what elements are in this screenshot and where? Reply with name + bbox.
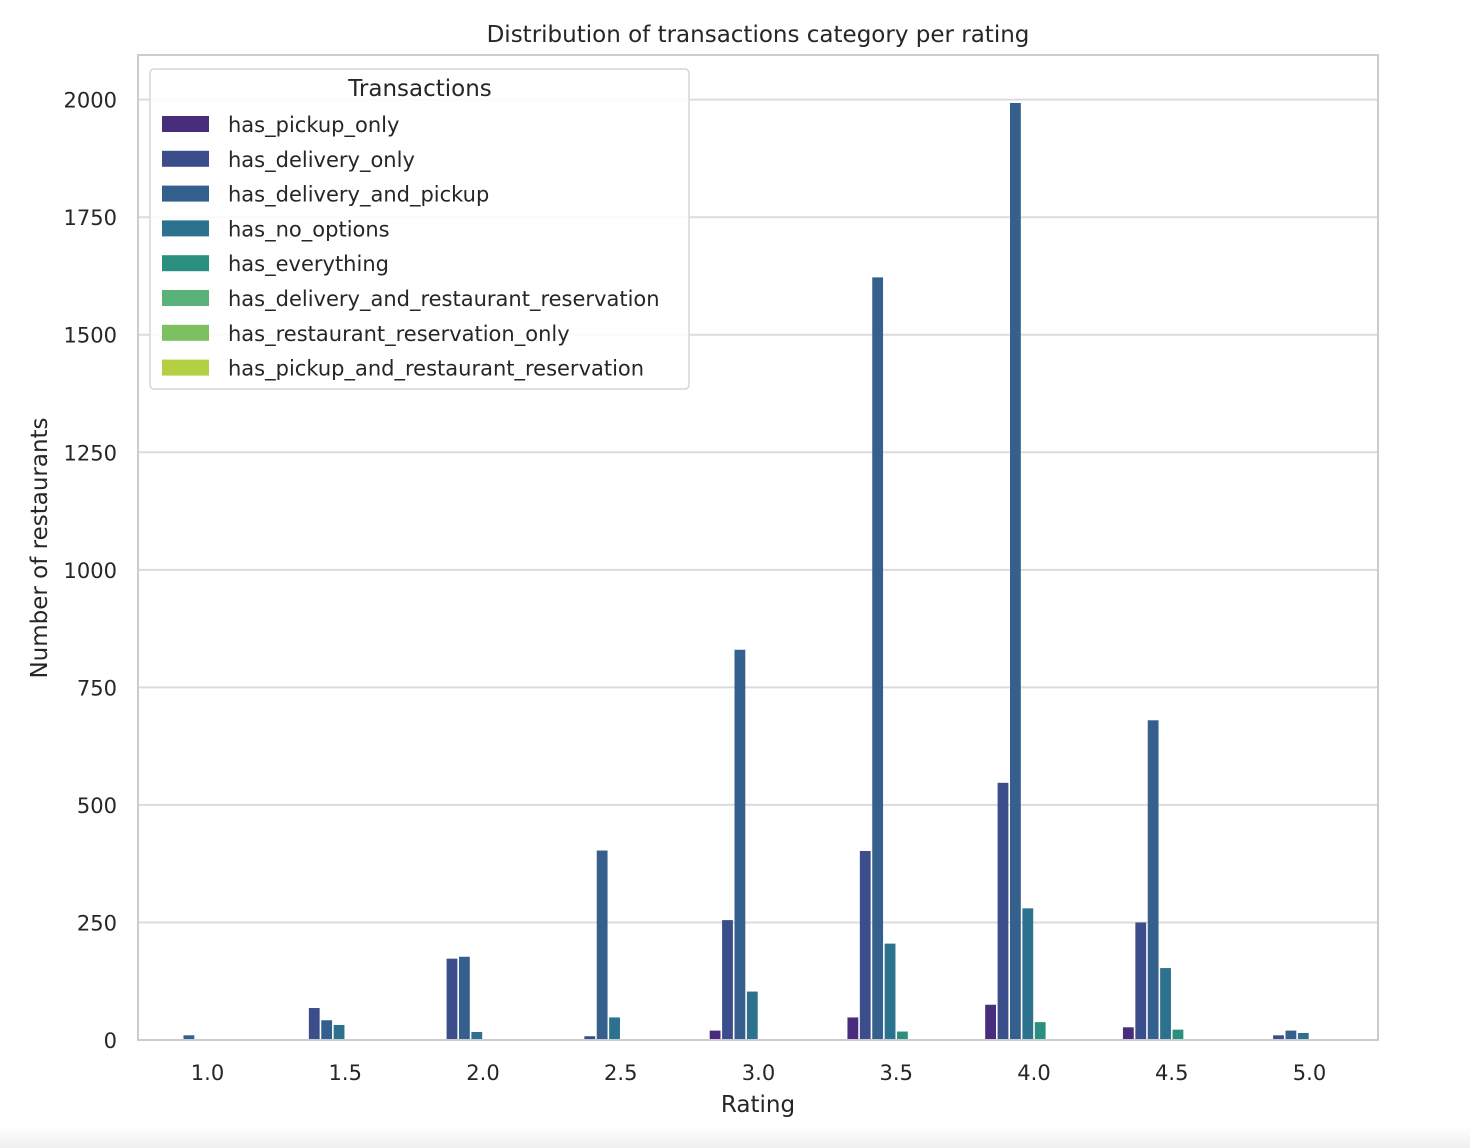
- chart-title: Distribution of transactions category pe…: [487, 22, 1030, 48]
- x-tick-label: 4.0: [1017, 1061, 1050, 1085]
- bar-has-delivery-only-2.0: [446, 958, 458, 1040]
- y-tick-label: 1500: [64, 324, 117, 348]
- legend-swatch: [162, 150, 209, 167]
- x-tick-label: 3.0: [742, 1061, 775, 1085]
- legend-label: has_delivery_and_pickup: [228, 183, 489, 208]
- legend-swatch: [162, 255, 209, 272]
- legend-label: has_pickup_only: [228, 113, 399, 138]
- y-tick-labels: 0 250 500 750 1000 1250 1500 1750 2000: [64, 89, 117, 1053]
- bars: [171, 102, 1309, 1040]
- x-tick-label: 1.0: [191, 1061, 224, 1085]
- legend-label: has_restaurant_reservation_only: [228, 322, 570, 347]
- legend-label: has_delivery_and_restaurant_reservation: [228, 287, 660, 312]
- y-tick-label: 1750: [64, 206, 117, 230]
- bar-has-delivery-only-4.5: [1135, 922, 1147, 1040]
- y-tick-label: 0: [104, 1029, 117, 1053]
- bar-has-delivery-and-pickup-2.5: [596, 850, 608, 1040]
- y-tick-label: 1250: [64, 441, 117, 465]
- bar-has-pickup-only-4.5: [1122, 1027, 1134, 1040]
- x-tick-label: 4.5: [1155, 1061, 1188, 1085]
- legend-label: has_everything: [228, 252, 389, 277]
- y-tick-label: 1000: [64, 559, 117, 583]
- bar-has-delivery-only-3.5: [859, 850, 871, 1040]
- y-axis-label: Number of restaurants: [27, 417, 53, 678]
- legend: Transactions has_pickup_only has_delivery…: [149, 68, 690, 390]
- y-tick-label: 750: [77, 676, 117, 700]
- bar-has-delivery-and-pickup-4.5: [1147, 720, 1159, 1040]
- bar-has-no-options-3.5: [884, 943, 896, 1040]
- x-axis-label: Rating: [721, 1092, 795, 1118]
- legend-swatch: [162, 116, 209, 132]
- y-tick-label: 2000: [64, 89, 117, 113]
- bar-has-pickup-only-4.0: [985, 1004, 996, 1040]
- x-tick-label: 1.5: [329, 1061, 362, 1085]
- bar-has-delivery-only-2.5: [584, 1036, 596, 1040]
- bar-has-delivery-only-3.0: [722, 920, 733, 1040]
- y-tick-label: 500: [77, 794, 117, 818]
- bar-has-no-options-3.0: [746, 991, 758, 1040]
- bar-has-pickup-only-3.0: [709, 1030, 721, 1040]
- bar-has-no-options-1.5: [333, 1024, 345, 1040]
- bar-has-everything-4.0: [1034, 1022, 1046, 1040]
- window-bottom-edge: [0, 1126, 1470, 1148]
- legend-swatch: [162, 290, 209, 306]
- bar-has-no-options-4.5: [1160, 968, 1171, 1040]
- bar-has-delivery-only-4.0: [997, 782, 1009, 1040]
- bar-has-delivery-and-pickup-2.0: [459, 956, 470, 1040]
- bar-has-delivery-only-5.0: [1273, 1035, 1284, 1040]
- bar-has-no-options-2.5: [609, 1017, 620, 1040]
- legend-swatch: [162, 359, 209, 376]
- bar-has-no-options-4.0: [1022, 908, 1034, 1040]
- bar-has-no-options-5.0: [1297, 1032, 1309, 1040]
- legend-title: Transactions: [347, 76, 492, 102]
- x-tick-label: 2.0: [466, 1061, 499, 1085]
- legend-swatch: [162, 185, 209, 202]
- bar-has-delivery-and-pickup-3.5: [872, 277, 884, 1040]
- legend-items: has_pickup_only has_delivery_only has_deli…: [162, 113, 660, 382]
- bar-has-pickup-only-3.5: [847, 1017, 859, 1040]
- x-tick-label: 5.0: [1293, 1061, 1326, 1085]
- bar-has-everything-4.5: [1172, 1029, 1184, 1040]
- bar-has-everything-3.5: [897, 1031, 908, 1040]
- legend-label: has_delivery_only: [228, 148, 415, 173]
- bar-has-delivery-and-pickup-1.5: [321, 1020, 333, 1040]
- legend-label: has_pickup_and_restaurant_reservation: [228, 357, 644, 382]
- plot-frame: [137, 54, 1379, 1041]
- bar-has-delivery-and-pickup-1.0: [183, 1035, 195, 1040]
- bar-has-delivery-and-pickup-3.0: [734, 649, 746, 1040]
- legend-label: has_no_options: [228, 217, 390, 242]
- legend-box: [149, 68, 690, 390]
- bar-has-delivery-and-pickup-5.0: [1285, 1030, 1297, 1040]
- bar-has-no-options-2.0: [471, 1032, 483, 1040]
- x-tick-label: 2.5: [604, 1061, 637, 1085]
- x-tick-label: 3.5: [880, 1061, 913, 1085]
- legend-swatch: [162, 324, 209, 341]
- bar-has-delivery-and-pickup-4.0: [1010, 102, 1021, 1040]
- x-tick-labels: 1.0 1.5 2.0 2.5 3.0 3.5 4.0 4.5 5.0: [191, 1061, 1326, 1085]
- y-tick-label: 250: [77, 911, 117, 935]
- legend-swatch: [162, 220, 209, 237]
- bar-has-delivery-only-1.5: [308, 1008, 320, 1040]
